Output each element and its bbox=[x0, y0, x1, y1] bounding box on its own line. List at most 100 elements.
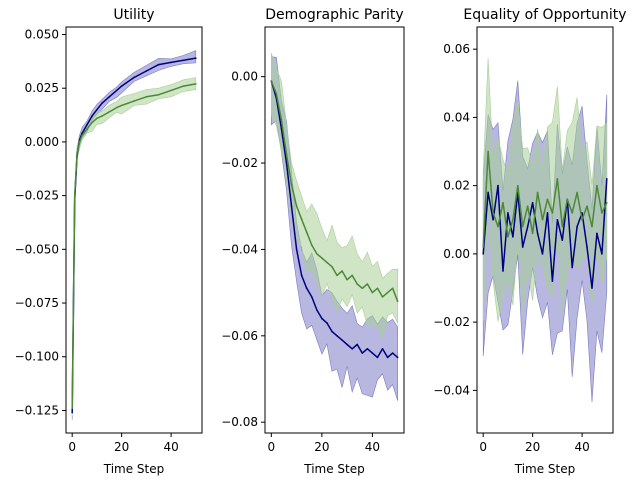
data-point bbox=[586, 246, 588, 248]
data-point bbox=[310, 296, 313, 298]
data-point bbox=[145, 70, 148, 72]
data-point bbox=[376, 356, 379, 359]
data-point bbox=[326, 261, 328, 264]
data-point bbox=[391, 287, 394, 290]
data-point bbox=[561, 225, 564, 228]
data-point bbox=[133, 100, 135, 102]
series-line-1 bbox=[482, 178, 608, 289]
data-point bbox=[601, 212, 603, 214]
data-point bbox=[396, 300, 399, 303]
data-point bbox=[310, 244, 313, 246]
data-point bbox=[521, 246, 524, 248]
y-tick-label: −0.125 bbox=[15, 403, 59, 417]
data-point bbox=[336, 335, 338, 337]
data-point bbox=[556, 178, 559, 180]
data-point bbox=[386, 291, 389, 294]
data-point bbox=[280, 119, 283, 121]
data-point bbox=[482, 246, 484, 248]
data-point bbox=[108, 96, 111, 98]
data-point bbox=[182, 85, 185, 87]
data-point bbox=[492, 212, 494, 214]
data-point bbox=[561, 239, 564, 242]
data-point bbox=[361, 352, 364, 354]
data-point bbox=[270, 80, 273, 82]
data-point bbox=[576, 191, 578, 194]
data-point bbox=[115, 89, 118, 92]
data-point bbox=[285, 153, 288, 156]
data-point bbox=[381, 347, 384, 350]
y-tick-label: −0.075 bbox=[15, 296, 59, 310]
data-point bbox=[86, 123, 88, 126]
data-point bbox=[351, 274, 353, 277]
data-point bbox=[566, 198, 569, 201]
x-tick-label: 40 bbox=[365, 440, 380, 454]
x-tick-label: 40 bbox=[574, 440, 589, 454]
subplot-2: 0 20 40 −0.08 −0.06 −0.04 −0.02 0.00 Demographic… bbox=[221, 7, 405, 476]
data-point bbox=[145, 96, 148, 98]
confidence-band-1 bbox=[271, 56, 398, 401]
data-point bbox=[290, 183, 293, 186]
data-point bbox=[101, 102, 103, 105]
y-tick-label: 0.00 bbox=[231, 70, 258, 84]
y-tick-label: 0.025 bbox=[25, 81, 59, 95]
data-point bbox=[487, 150, 489, 153]
x-tick-label: 20 bbox=[314, 440, 329, 454]
y-tick-label: 0.000 bbox=[25, 135, 59, 149]
axes-frame bbox=[264, 26, 405, 434]
plot-area bbox=[482, 58, 608, 403]
y-tick-label: −0.02 bbox=[221, 156, 258, 170]
data-point bbox=[331, 330, 333, 333]
data-point bbox=[133, 76, 135, 79]
data-point bbox=[586, 205, 588, 207]
data-point bbox=[295, 205, 298, 208]
data-point bbox=[300, 274, 303, 277]
data-point bbox=[91, 115, 93, 117]
data-point bbox=[396, 356, 399, 359]
data-point bbox=[321, 317, 323, 320]
x-tick-label: 0 bbox=[267, 440, 275, 454]
data-point bbox=[512, 236, 514, 238]
data-point bbox=[78, 141, 81, 143]
subplot-3: 0 20 40 −0.04 −0.02 0.00 0.02 0.04 0.06 Equality … bbox=[433, 7, 626, 476]
data-point bbox=[73, 194, 76, 197]
subplot-1: 0 20 40 −0.125 −0.100 −0.075 −0.050 −0.025 0.000… bbox=[15, 7, 203, 476]
data-point bbox=[157, 93, 160, 96]
data-point bbox=[376, 287, 379, 290]
data-point bbox=[531, 232, 534, 235]
subplot-title: Demographic Parity bbox=[265, 7, 403, 23]
data-point bbox=[531, 201, 534, 204]
data-point bbox=[512, 218, 514, 221]
confidence-band-2 bbox=[71, 77, 197, 417]
data-point bbox=[596, 184, 598, 187]
data-point bbox=[487, 191, 489, 194]
data-point bbox=[336, 274, 338, 277]
data-point bbox=[170, 89, 172, 92]
data-point bbox=[526, 205, 529, 207]
y-tick-label: −0.025 bbox=[15, 189, 59, 203]
data-point bbox=[361, 287, 364, 290]
data-point bbox=[521, 225, 524, 228]
y-tick-label: −0.04 bbox=[433, 383, 470, 397]
series-line-2 bbox=[482, 150, 608, 248]
data-point bbox=[81, 132, 83, 135]
x-tick-label: 20 bbox=[114, 440, 129, 454]
data-point bbox=[551, 280, 554, 282]
series-line-2 bbox=[71, 83, 196, 409]
y-tick-label: 0.04 bbox=[443, 110, 470, 124]
data-point bbox=[507, 212, 509, 214]
data-point bbox=[391, 352, 394, 354]
data-point bbox=[546, 212, 549, 214]
data-point bbox=[316, 309, 318, 311]
data-point bbox=[571, 266, 573, 269]
confidence-band-2 bbox=[271, 53, 398, 338]
data-point bbox=[541, 218, 544, 221]
x-tick-label: 0 bbox=[68, 440, 76, 454]
subplot-title: Equality of Opportunity bbox=[463, 7, 626, 23]
x-tick-label: 20 bbox=[525, 440, 540, 454]
series-line-1 bbox=[270, 80, 399, 359]
series-line-2 bbox=[270, 80, 399, 302]
x-axis-label: Time Step bbox=[303, 462, 365, 476]
data-point bbox=[507, 236, 509, 238]
data-point bbox=[591, 287, 593, 289]
data-point bbox=[606, 201, 608, 204]
